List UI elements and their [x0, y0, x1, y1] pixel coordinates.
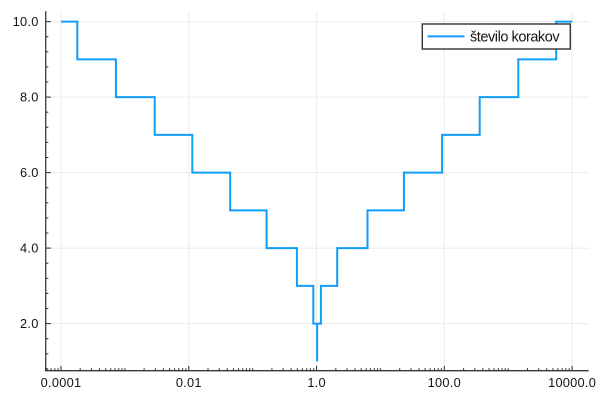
- svg-text:6.0: 6.0: [20, 165, 39, 180]
- svg-text:10.0: 10.0: [13, 14, 39, 29]
- svg-text:4.0: 4.0: [20, 241, 39, 256]
- svg-text:0.01: 0.01: [176, 375, 202, 390]
- svg-text:10000.0: 10000.0: [548, 375, 596, 390]
- svg-text:2.0: 2.0: [20, 316, 39, 331]
- svg-text:8.0: 8.0: [20, 90, 39, 105]
- svg-text:število korakov: število korakov: [470, 30, 560, 46]
- svg-text:1.0: 1.0: [307, 375, 326, 390]
- svg-text:100.0: 100.0: [428, 375, 461, 390]
- svg-text:0.0001: 0.0001: [41, 375, 82, 390]
